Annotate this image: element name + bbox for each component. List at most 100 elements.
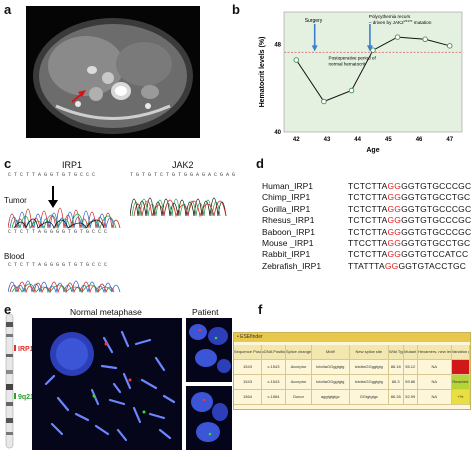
table-cell: NA: [417, 390, 452, 405]
species-name: Chimp_IRP1: [262, 192, 311, 203]
blood-sequence: C T C T T A G G G G T G T G C C C: [8, 262, 108, 268]
blood-chromatogram: [7, 268, 122, 299]
column-header: Hexamers, new length variation: [417, 345, 452, 360]
y-tick-40: 40: [274, 130, 281, 136]
jak2-sequence-top: T G T G T C T G T G G A G A C G A G: [130, 172, 236, 178]
table-cell: 52.99: [403, 390, 418, 405]
mutation-highlight: GG: [387, 249, 402, 260]
table-cell: NA: [417, 375, 452, 390]
column-header: New splice site: [349, 345, 390, 360]
table-cell: c.1543: [261, 375, 287, 390]
mutation-arrow-icon: [48, 186, 58, 213]
table-cell: 1564: [234, 390, 262, 405]
table-cell: NA: [417, 360, 452, 375]
panel-label-a: a: [4, 2, 12, 17]
species-name: Mouse _IRP1: [262, 238, 314, 249]
table-cell: 86.3: [389, 375, 404, 390]
column-header: Sequence Position: [234, 345, 262, 360]
alignment-row: Rhesus_IRP1 TCTCTTAGGGGTGTGCCCGC: [262, 215, 471, 226]
mutation-highlight: GG: [384, 260, 399, 271]
x-tick-47: 47: [446, 137, 453, 143]
alignment-row: Human_IRP1 TCTCTTAGGGGTGTGCCCGC: [262, 181, 471, 192]
table-cell: Donor: [286, 390, 313, 405]
data-point-1: [321, 98, 327, 105]
table-cell: 1543: [234, 375, 262, 390]
table-cell: Acceptor: [286, 375, 313, 390]
table-cell: Acceptor: [286, 360, 313, 375]
table-cell: GGtgtgtgc: [349, 390, 390, 405]
alignment-row: Mouse _IRP1 TTCCTTAGGGGTGTGCCTGC: [262, 238, 471, 249]
aligned-sequence: TCTCTTAGGGGTGTCCATCC: [348, 249, 469, 260]
aligned-sequence: TTATTTAGGGGTGTACCTGC: [348, 260, 467, 271]
recur-annotation-1: Polycythemia recurs: [369, 14, 411, 19]
data-point-4: [394, 34, 401, 40]
column-header: cDNA Position: [261, 345, 287, 360]
x-tick-46: 46: [416, 137, 423, 143]
table-cell: 86.28: [389, 390, 404, 405]
mutation-highlight: GG: [387, 181, 402, 191]
mutation-highlight: GG: [387, 238, 402, 249]
patient-title: Patient: [192, 307, 219, 317]
table-cell: c.1564: [261, 390, 287, 405]
column-header: Variation (%): [451, 345, 470, 360]
column-header: Wild Type: [389, 345, 404, 360]
aligned-sequence: TTCCTTAGGGGTGTGCCTGC: [348, 238, 471, 249]
postop-annotation-2: normal hematocrit: [329, 61, 366, 66]
plot-area: [283, 11, 463, 133]
jak2-chromatogram: [129, 178, 230, 223]
table-cell: 1543: [234, 360, 262, 375]
aligned-sequence: TCTCTTAGGGGTGTGCCCGC: [348, 215, 472, 226]
data-point-2: [348, 87, 355, 94]
data-point-5: [422, 36, 428, 43]
surgery-annotation: Surgery: [305, 18, 323, 24]
aligned-sequence: TCTCTTAGGGGTGTGCCCGC: [348, 226, 472, 237]
panel-label-c: c: [4, 156, 12, 171]
table-cell: +%: [451, 390, 470, 405]
patient-nucleus-image-2: [186, 386, 232, 450]
sequence-alignment: Human_IRP1 TCTCTTAGGGGTGTGCCCGC Chimp_IRP1…: [262, 181, 471, 272]
table-cell: tctcttaGGggtgtg: [349, 360, 390, 375]
species-name: Baboon_IRP1: [262, 226, 315, 237]
table-row: 1543 c.1543 Acceptor tctcttaGGggtgtg tctctta…: [234, 375, 470, 390]
table-cell: tctcttaGGggtgtg: [312, 375, 350, 390]
panel-label-d: d: [256, 156, 264, 171]
table-cell: 55.12: [403, 360, 418, 375]
normal-metaphase-title: Normal metaphase: [70, 307, 142, 317]
table-cell: 86.18: [389, 360, 404, 375]
mutation-highlight: GG: [387, 226, 402, 237]
table-cell: c.1543: [261, 360, 287, 375]
aligned-sequence: TCTCTTAGGGGTGTGCCTGC: [348, 192, 471, 203]
esefinder-header: • ESEfinder: [234, 333, 470, 342]
hematocrit-chart: 42 43 44 45 46 47 40 48 Age Hematocrit levels (%)…: [250, 6, 470, 156]
table-row: 1543 c.1543 Acceptor tctcttaGGggtgtg tctctta…: [234, 360, 470, 375]
species-name: Gorilla_IRP1: [262, 203, 311, 214]
data-point-6: [446, 43, 453, 49]
table-cell: tctcttaGGggtgtg: [349, 375, 390, 390]
tumor-label: Tumor: [4, 196, 27, 205]
alignment-row: Gorilla_IRP1 TCTCTTAGGGGTGTGCCCGC: [262, 204, 471, 215]
mutation-highlight: GG: [387, 203, 402, 214]
panel-label-b: b: [232, 2, 240, 17]
x-tick-43: 43: [324, 137, 331, 143]
esefinder-table: • ESEfinder Sequence PositioncDNA Positi…: [233, 332, 471, 410]
irp1-tumor-chromatogram: [7, 180, 124, 235]
table-body: 1543 c.1543 Acceptor tctcttaGGggtgtg tctctta…: [234, 360, 470, 405]
alignment-row: Zebrafish_IRP1 TTATTTAGGGGTGTACCTGC: [262, 261, 471, 272]
irp1-sequence-bottom: C T C T T A G G G G T G T G C C C: [8, 229, 108, 235]
x-axis-label: Age: [366, 147, 379, 154]
x-tick-45: 45: [385, 137, 392, 143]
species-name: Rabbit_IRP1: [262, 249, 311, 260]
surgery-arrow-head: [311, 45, 318, 52]
band-9q21-label: 9q21: [18, 394, 34, 401]
column-header: Mutant: [403, 345, 418, 360]
irp1-sequence-top: C T C T T A G G T G T G C C C: [8, 172, 96, 178]
table-cell: aggtgtgtgc: [312, 390, 350, 405]
y-tick-48: 48: [274, 43, 281, 49]
jak2-title: JAK2: [172, 160, 194, 170]
x-tick-42: 42: [293, 137, 300, 143]
ct-scan-image: [26, 6, 200, 138]
column-header: Motif: [312, 345, 350, 360]
aligned-sequence: TCTCTTAGGGGTGTGCCCGC: [348, 181, 472, 191]
alignment-row: Chimp_IRP1 TCTCTTAGGGGTGTGCCTGC: [262, 192, 471, 203]
blood-label: Blood: [4, 252, 25, 261]
